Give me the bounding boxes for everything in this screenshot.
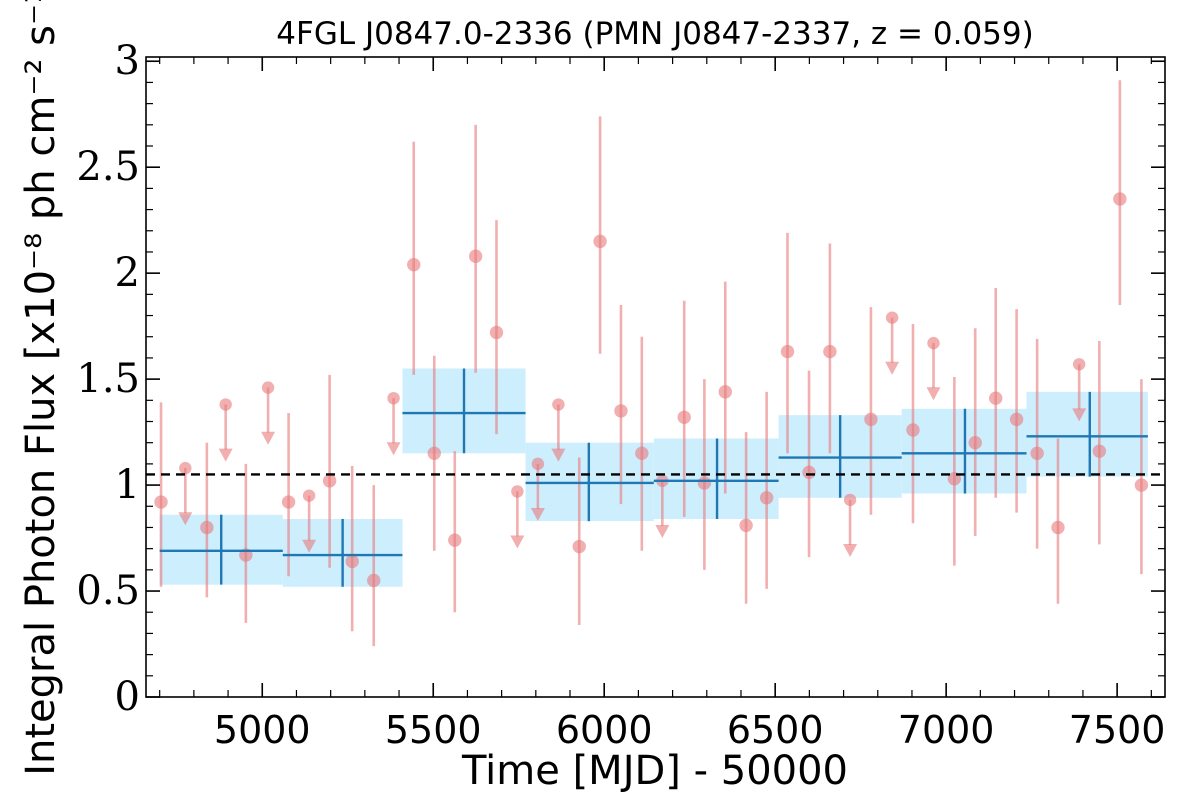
monthly-point [1030,446,1044,460]
monthly-point [780,344,795,359]
monthly-point [864,412,878,427]
upper-limit-marker [843,493,857,507]
upper-limit-marker [927,336,940,350]
monthly-point [759,491,774,505]
monthly-point [635,446,649,460]
monthly-point [407,257,421,272]
y-tick-label: 1.5 [76,356,140,402]
monthly-point [1009,412,1024,427]
upper-limit-arrow [178,512,193,526]
monthly-point [1051,520,1065,535]
x-tick-label: 6500 [727,708,824,752]
upper-limit-arrow [655,524,670,538]
y-tick-label: 0 [115,674,140,720]
monthly-point [367,573,381,588]
monthly-point [718,385,732,399]
upper-limit-marker [302,489,316,502]
upper-limit-arrow [386,442,401,456]
upper-limit-marker [531,457,545,471]
monthly-point [322,474,337,488]
x-tick-label: 7000 [898,708,995,752]
chart-title: 4FGL J0847.0-2336 (PMN J0847-2337, z = 0… [276,16,1033,52]
monthly-point [614,404,628,418]
y-tick-label: 2 [115,250,140,296]
x-axis-label: Time [MJD] - 50000 [461,748,848,794]
monthly-point [677,410,691,424]
y-tick-label: 2.5 [76,144,140,190]
upper-limit-arrow [843,544,858,558]
upper-limit-arrow [926,387,941,401]
upper-limit-arrow [551,448,566,462]
upper-limit-arrow [302,539,317,553]
y-axis-label: Integral Photon Flux [x10⁻⁸ ph cm⁻² s⁻¹] [18,0,64,776]
upper-limit-marker [261,381,275,394]
upper-limit-marker [219,398,232,411]
upper-limit-marker [387,391,400,405]
monthly-point [154,495,168,509]
plot-area: 5000 5500 6000 6500 7000 7500 0 0.5 1 1.5 2 2.5 3 [76,38,1166,752]
monthly-point [593,234,607,249]
upper-limit-arrow [510,535,525,549]
monthly-point [1113,192,1127,206]
monthly-point [345,554,359,569]
monthly-point [468,249,483,263]
monthly-point [968,435,982,450]
upper-limit-marker [552,398,565,411]
monthly-point [489,325,504,340]
monthly-point [697,476,712,490]
monthly-point [1092,444,1107,458]
monthly-point [281,495,296,509]
monthly-point [1134,478,1149,492]
upper-limit-arrow [1072,408,1087,422]
y-tick-label: 3 [115,38,140,84]
monthly-point [989,391,1003,405]
monthly-point [427,446,441,460]
x-tick-label: 6000 [556,708,653,752]
upper-limit-marker [885,311,899,324]
monthly-point [572,539,586,554]
x-tick-label: 5000 [214,708,311,752]
upper-limit-arrow [218,448,233,462]
monthly-point [200,520,214,535]
upper-limit-arrow [885,361,900,375]
upper-limit-arrow [530,507,545,521]
monthly-point [802,465,816,480]
upper-limit-arrow [261,431,276,445]
upper-limit-marker [179,461,192,475]
x-tick-label: 5500 [385,708,482,752]
monthly-point [739,518,753,533]
y-tick-label: 1 [115,462,140,508]
plot-frame [145,56,1166,698]
upper-limit-marker [1072,358,1086,371]
monthly-point [906,423,920,437]
y-tick-label: 0.5 [76,568,140,614]
x-tick-label: 7500 [1069,708,1166,752]
monthly-point [448,533,462,547]
yearly-band [1026,391,1148,477]
upper-limit-marker [511,485,524,498]
monthly-point [823,344,837,359]
